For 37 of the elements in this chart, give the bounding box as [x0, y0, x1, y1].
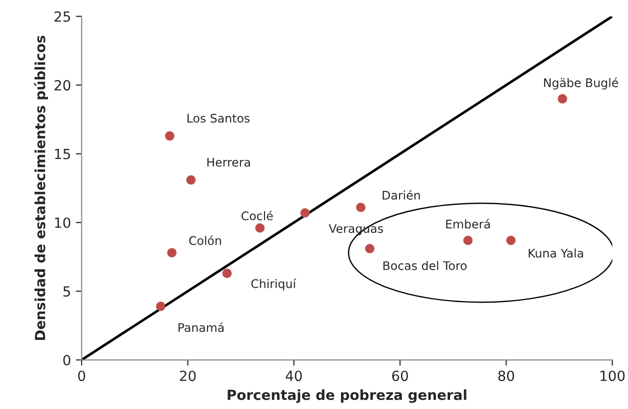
point: [186, 175, 196, 185]
y-tick-label: 25: [54, 11, 70, 22]
point: [165, 131, 174, 141]
point: [356, 202, 366, 212]
point: [156, 302, 166, 311]
x-tick-label: 60: [392, 370, 408, 382]
annotation: Ngäbe Buglé: [544, 78, 618, 90]
y-tick-label: 20: [54, 80, 70, 91]
point: [506, 236, 516, 246]
y-tick-label: 0: [63, 354, 70, 366]
annotation: Los Santos: [188, 114, 250, 123]
annotation: Chiriquí: [251, 278, 296, 290]
point: [300, 208, 310, 218]
y-axis-title: Densidad de establecimientos públicos: [34, 36, 48, 340]
x-axis-title: Porcentaje de pobreza general: [228, 389, 466, 403]
annotation: Panamá: [178, 322, 224, 332]
y-tick-label: 10: [55, 217, 70, 228]
point: [167, 248, 177, 258]
y-tick-label: 5: [63, 286, 70, 297]
point: [365, 244, 374, 254]
annotation: Herrera: [207, 158, 250, 167]
point: [255, 223, 265, 233]
annotation: Bocas del Toro: [383, 260, 467, 270]
x-tick-label: 80: [498, 370, 514, 382]
annotation: Darién: [382, 190, 420, 200]
x-tick-label: 100: [600, 370, 625, 382]
point: [463, 236, 473, 246]
annotation: Emberá: [446, 218, 490, 229]
point: [222, 268, 232, 278]
annotation: Colón: [189, 235, 221, 246]
x-tick-label: 40: [286, 370, 302, 382]
x-tick-label: 0: [78, 370, 86, 382]
x-tick-label: 20: [180, 370, 196, 382]
y-tick-label: 15: [55, 148, 70, 160]
point: [558, 94, 568, 104]
annotation: Kuna Yala: [528, 248, 583, 258]
annotation: Coclé: [242, 210, 273, 220]
